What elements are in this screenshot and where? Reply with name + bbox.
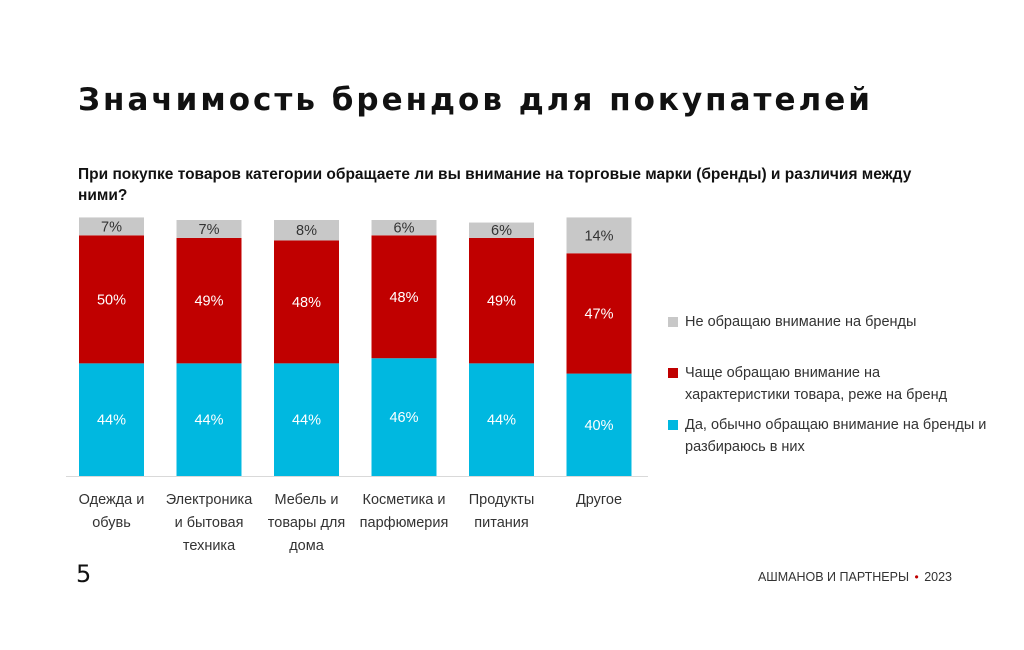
bar-segment (176, 363, 242, 476)
bar-segment (469, 363, 534, 476)
legend-swatch-gray (668, 317, 678, 327)
category-label: Косметика и парфюмерия (360, 492, 449, 531)
data-label: 48% (292, 295, 321, 311)
stacked-bar-chart: 44% 50% 7% Одежда и обувь 44% 49% 7% Электроника… (66, 217, 648, 554)
category-label: Мебель и товары для дома (268, 492, 345, 554)
bar-segment (566, 253, 632, 374)
page-number: 5 (76, 560, 92, 588)
data-label: 6% (491, 223, 512, 239)
data-label: 50% (97, 292, 126, 308)
legend-label: Да, обычно обращаю внимание на бренды и … (685, 417, 987, 455)
data-label: 47% (584, 306, 613, 322)
data-label: 44% (292, 413, 321, 429)
bar-segment (469, 237, 534, 364)
bar-segment (79, 217, 144, 236)
bar-segment (469, 222, 534, 238)
data-label: 8% (296, 223, 317, 239)
category-label: Электроника и бытовая техника (166, 492, 254, 554)
legend-label: Чаще обращаю внимание на характеристики … (685, 365, 948, 403)
legend-item-characteristics: Чаще обращаю внимание на характеристики … (668, 362, 958, 406)
bar-segment (79, 363, 144, 476)
data-label: 6% (394, 221, 415, 237)
survey-question: При покупке товаров категории обращаете … (78, 166, 912, 204)
data-label: 46% (389, 410, 418, 426)
data-label: 7% (199, 222, 220, 238)
data-label: 14% (584, 228, 613, 244)
bar-segment (79, 235, 144, 364)
data-label: 40% (584, 418, 613, 434)
footer-brand-name: АШМАНОВ И ПАРТНЕРЫ (757, 570, 910, 584)
data-label: 7% (101, 219, 122, 235)
data-label: 44% (194, 413, 223, 429)
bar-segment (274, 363, 339, 476)
data-label: 44% (487, 413, 516, 429)
slide-title: Значимость брендов для покупателей (78, 82, 873, 118)
bar-segment (371, 358, 437, 476)
footer-brand: АШМАНОВ И ПАРТНЕРЫ • 2023 (758, 570, 952, 584)
data-label: 49% (487, 294, 516, 310)
legend-item-brands: Да, обычно обращаю внимание на бренды и … (668, 414, 988, 458)
footer-year: 2023 (924, 570, 952, 584)
legend-label: Не обращаю внимание на бренды (685, 314, 917, 330)
data-label: 48% (389, 290, 418, 306)
category-label: Продукты питания (469, 492, 535, 531)
legend-swatch-red (668, 368, 678, 378)
bar-segment (274, 240, 339, 364)
bar-segment (566, 217, 632, 254)
bar-segment (371, 235, 437, 359)
category-label: Другое (576, 492, 622, 508)
bar-segment (176, 237, 242, 364)
category-label: Одежда и обувь (79, 492, 145, 531)
legend-swatch-blue (668, 420, 678, 430)
legend-item-no-attention: Не обращаю внимание на бренды (668, 311, 988, 333)
bar-segment (371, 220, 437, 236)
data-label: 49% (194, 294, 223, 310)
data-label: 44% (97, 413, 126, 429)
bar-segment (274, 220, 339, 241)
bar-segment (566, 373, 632, 476)
footer-dot-icon: • (914, 570, 919, 584)
bar-segment (176, 220, 242, 238)
